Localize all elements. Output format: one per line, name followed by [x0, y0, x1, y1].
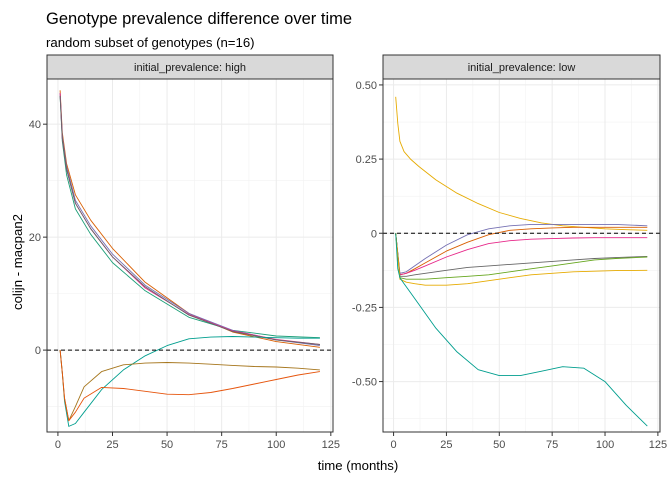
- x-tick-label: 100: [267, 439, 285, 451]
- facet-strip: [46, 54, 334, 80]
- series-line: [395, 233, 648, 276]
- panel-border: [46, 78, 334, 433]
- x-tick-label: 25: [440, 439, 452, 451]
- y-tick-label: 0.50: [356, 80, 377, 92]
- series-line: [59, 95, 320, 339]
- x-tick-label: 75: [546, 439, 558, 451]
- series-line: [395, 96, 648, 231]
- panel-border: [382, 78, 661, 433]
- y-axis-title: colijn - macpan2: [10, 214, 25, 310]
- chart-title: Genotype prevalence difference over time: [46, 10, 352, 28]
- y-tick-label: 0.25: [356, 154, 377, 166]
- x-tick-label: 125: [322, 439, 340, 451]
- series-line: [59, 336, 320, 427]
- facet-strip-label: initial_prevalence: low: [468, 62, 576, 74]
- facet-strip-label: initial_prevalence: high: [134, 62, 246, 74]
- y-tick-label: -0.50: [352, 377, 377, 389]
- series-line: [59, 350, 320, 422]
- x-tick-label: 50: [161, 439, 173, 451]
- series-line: [395, 233, 648, 286]
- x-tick-label: 0: [391, 439, 397, 451]
- x-tick-label: 75: [216, 439, 228, 451]
- series-line: [59, 95, 320, 345]
- panel-background: [47, 79, 333, 432]
- series-line: [395, 233, 648, 277]
- y-tick-label: 0: [35, 345, 41, 357]
- series-line: [395, 223, 648, 274]
- series-line: [395, 233, 648, 280]
- x-tick-label: 25: [106, 439, 118, 451]
- facet-panel: initial_prevalence: low 0 25 50 75 100 125 -0.5…: [352, 54, 667, 451]
- x-tick-label: 50: [493, 439, 505, 451]
- chart-subtitle: random subset of genotypes (n=16): [46, 35, 255, 50]
- y-tick-label: 40: [29, 119, 41, 131]
- facet-panel: initial_prevalence: high 0 25 50 75 100 125 0 20…: [29, 54, 340, 451]
- y-tick-label: 20: [29, 232, 41, 244]
- x-tick-label: 100: [596, 439, 614, 451]
- series-line: [395, 233, 648, 427]
- series-line: [395, 226, 648, 276]
- x-axis-title: time (months): [318, 458, 399, 473]
- y-tick-label: -0.25: [352, 302, 377, 314]
- y-tick-label: 0: [371, 228, 377, 240]
- facet-panels: initial_prevalence: high 0 25 50 75 100 125 0 20…: [29, 54, 667, 451]
- x-tick-label: 125: [649, 439, 667, 451]
- panel-background: [383, 79, 660, 432]
- x-tick-label: 0: [55, 439, 61, 451]
